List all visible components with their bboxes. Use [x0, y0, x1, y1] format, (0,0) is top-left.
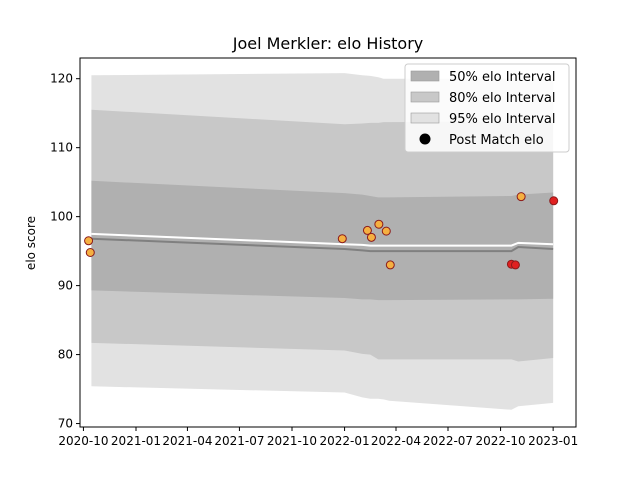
median-line [91, 237, 554, 253]
y-tick-label: 120 [50, 72, 73, 86]
post-match-points [84, 192, 559, 270]
legend-swatch [410, 91, 440, 103]
x-axis-ticks: 2020-10 2021-01 2021-04 2021-07 2021-10 2022-… [58, 427, 578, 448]
legend-label: 50% elo Interval [449, 70, 556, 85]
y-axis-ticks: 70 80 90 100 110 120 [50, 72, 80, 431]
x-tick-label: 2021-01 [111, 434, 161, 448]
data-point [362, 225, 372, 235]
mean-line [91, 232, 554, 247]
legend-marker [419, 133, 431, 145]
y-tick-label: 70 [58, 417, 73, 431]
legend-label: Post Match elo [449, 133, 544, 148]
data-point [85, 248, 95, 258]
data-point [84, 236, 94, 246]
interval-bands [91, 73, 554, 410]
data-point [381, 226, 391, 236]
data-point [374, 219, 384, 229]
data-point [516, 192, 526, 202]
x-tick-label: 2021-10 [267, 434, 317, 448]
legend-frame [404, 63, 570, 153]
x-tick-label: 2022-07 [423, 434, 473, 448]
x-tick-label: 2023-01 [528, 434, 578, 448]
y-tick-label: 110 [50, 141, 73, 155]
plot-frame [79, 57, 577, 428]
data-point [337, 234, 347, 244]
data-point [385, 260, 395, 270]
x-tick-label: 2020-10 [58, 434, 108, 448]
data-point [510, 260, 520, 270]
y-tick-label: 100 [50, 210, 73, 224]
y-tick-label: 80 [58, 348, 73, 362]
legend-label: 95% elo Interval [449, 112, 556, 127]
x-tick-label: 2022-10 [476, 434, 526, 448]
legend-swatch [410, 70, 440, 82]
y-tick-label: 90 [58, 279, 73, 293]
band-50 [91, 180, 554, 301]
x-tick-label: 2022-04 [371, 434, 421, 448]
x-tick-label: 2021-07 [214, 434, 264, 448]
y-axis-label: elo score [24, 216, 38, 270]
chart-title: Joel Merkler: elo History [232, 34, 424, 53]
legend-swatch [410, 112, 440, 124]
x-tick-label: 2021-04 [162, 434, 212, 448]
legend-label: 80% elo Interval [449, 91, 556, 106]
trend-lines [91, 232, 554, 253]
data-point [366, 232, 376, 242]
x-tick-label: 2022-01 [320, 434, 370, 448]
data-point [549, 196, 559, 206]
legend: 50% elo Interval 80% elo Interval 95% elo … [404, 63, 570, 153]
